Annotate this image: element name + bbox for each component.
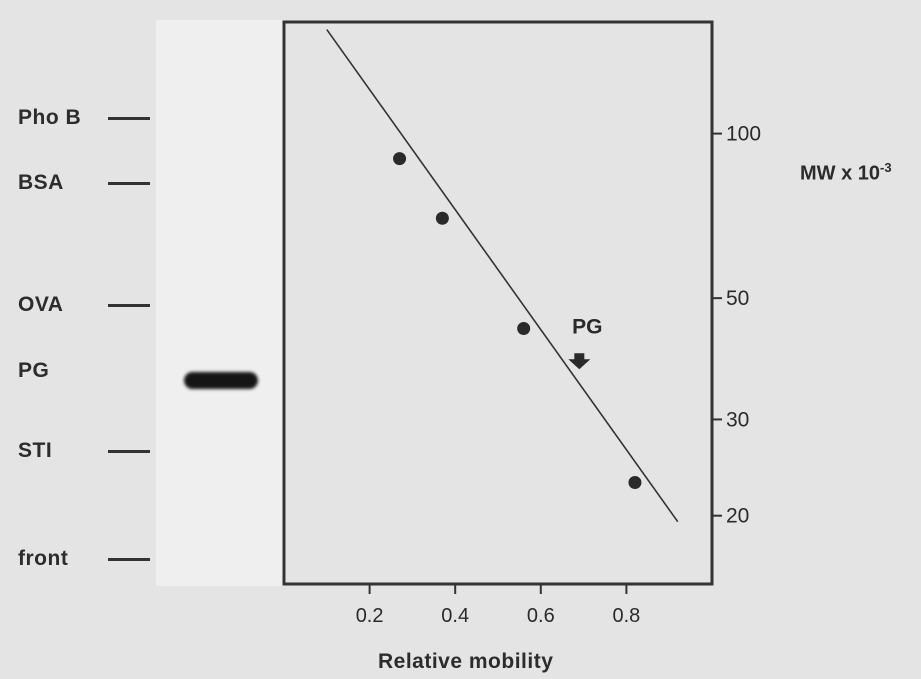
y-axis: 20 30 50 100 [712, 123, 761, 528]
marker-pho-b: Pho B [18, 105, 150, 131]
marker-tick [108, 449, 150, 453]
plot-frame [282, 20, 714, 586]
marker-tick [108, 557, 150, 561]
marker-bsa: BSA [18, 170, 150, 196]
y-axis-label: MW x 10-3 [800, 160, 892, 186]
annotation-label-pg: PG [572, 315, 602, 338]
marker-label: STI [18, 439, 53, 462]
marker-label: BSA [18, 171, 64, 194]
fit-line-group [326, 29, 679, 523]
y-tick-label: 20 [726, 505, 749, 528]
marker-label: Pho B [18, 106, 82, 129]
x-tick-label: 0.8 [612, 605, 640, 627]
marker-ova: OVA [18, 292, 150, 318]
points-group [393, 152, 642, 490]
fit-line [326, 29, 679, 523]
marker-tick [108, 303, 150, 307]
y-axis-label-text: MW x 10 [800, 162, 881, 185]
marker-sti: STI [18, 438, 150, 464]
data-point [435, 211, 449, 225]
gel-lane [156, 20, 286, 586]
marker-front: front [18, 546, 150, 572]
x-axis: 0.2 0.4 0.6 0.8 [356, 584, 640, 627]
y-tick-label: 30 [726, 408, 749, 431]
marker-tick [108, 181, 150, 185]
x-tick-label: 0.6 [527, 605, 555, 627]
data-point [628, 476, 642, 490]
x-tick-label: 0.2 [356, 605, 384, 627]
annotation-group: PG [568, 315, 602, 370]
y-tick-label: 100 [726, 123, 761, 146]
gel-band-pg [184, 372, 258, 389]
marker-label: PG [18, 359, 50, 382]
marker-tick [108, 116, 150, 120]
x-tick-label: 0.4 [441, 605, 469, 627]
marker-label: front [18, 547, 69, 570]
y-tick-label: 50 [726, 287, 749, 310]
marker-label: OVA [18, 293, 64, 316]
y-axis-label-exponent: -3 [880, 160, 892, 175]
x-axis-label: Relative mobility [378, 650, 554, 673]
annotation-arrow-icon [568, 353, 591, 370]
data-point [393, 152, 407, 166]
marker-pg: PG [18, 358, 150, 384]
data-point [517, 322, 531, 336]
